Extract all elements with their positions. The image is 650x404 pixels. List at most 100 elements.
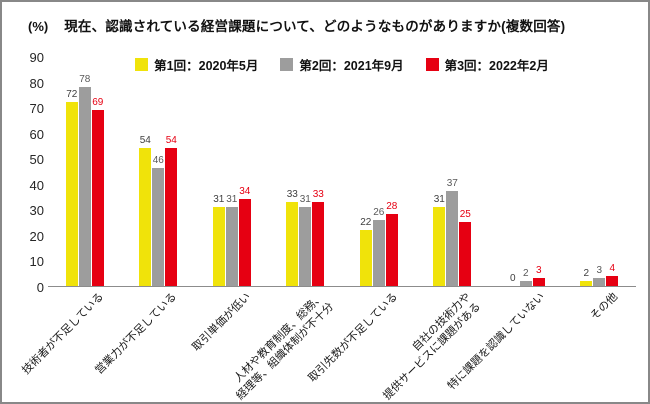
bar [165,148,178,286]
bar-value-label: 33 [286,188,298,200]
bar-cell: 33 [286,57,299,286]
bar [446,191,459,286]
bar-cell: 2 [580,57,593,286]
y-tick-label: 50 [29,152,44,168]
bar-value-label: 78 [79,73,91,85]
bar-cell: 34 [238,57,251,286]
y-tick-label: 20 [29,228,44,244]
bar-value-label: 25 [459,209,471,221]
y-tick-label: 80 [29,75,44,91]
legend: 第1回：2020年5月 第2回：2021年9月 第3回：2022年2月 [48,55,636,74]
bar [152,168,165,286]
bar-value-label: 72 [66,89,78,100]
bar-cell: 31 [433,57,446,286]
bar-cell: 54 [165,57,178,286]
bar [385,214,398,286]
bar-value-label: 54 [165,135,177,146]
bar-value-label: 54 [139,135,151,146]
bar-value-label: 4 [609,262,616,274]
bar-value-label: 37 [446,178,458,190]
bar-group: 54 46 54 [122,57,196,286]
bar-group: 22 26 28 [342,57,416,286]
y-axis: 0 10 20 30 40 50 60 70 80 90 [6,51,44,294]
bar [65,102,78,286]
bar-cell: 0 [506,57,519,286]
y-tick-label: 0 [36,280,44,295]
bar-value-label: 69 [92,96,104,108]
bar [459,222,472,286]
bar [606,275,619,286]
y-tick-label: 40 [29,177,44,193]
bar-cell: 72 [65,57,78,286]
bar-cell: 33 [312,57,325,286]
bar [212,206,225,286]
bar [593,278,606,286]
bar-cell: 31 [212,57,225,286]
y-tick-label: 70 [29,101,44,117]
bar-cell: 26 [372,57,385,286]
bar-value-label: 31 [299,193,311,205]
bar-value-label: 28 [386,201,398,213]
bar-cell: 3 [593,57,606,286]
bar-cell: 22 [359,57,372,286]
bar-cell: 46 [152,57,165,286]
bar-group: 33 31 33 [269,57,343,286]
bar-cell: 4 [606,57,619,286]
bar [238,199,251,286]
bar-group: 31 37 25 [416,57,490,286]
x-axis-labels: 技術者が不足している 営業力が不足している 取引単価が低い 人材や教育制度、総務、 経… [20,290,636,402]
bar-cell: 31 [299,57,312,286]
bar-cell: 54 [139,57,152,286]
bar [519,280,532,286]
legend-item: 第3回：2022年2月 [425,55,549,74]
chart-header: (%) 現在、認識されている経営課題について、どのようなものがありますか(複数回… [28,15,640,35]
bar-value-label: 2 [583,267,590,279]
bar [78,86,91,286]
legend-item: 第2回：2021年9月 [280,55,404,74]
bar [580,280,593,286]
bar-value-label: 26 [373,206,385,218]
bar-value-label: 33 [312,188,324,200]
bar-value-label: 46 [152,155,164,167]
legend-label: 第2回：2021年9月 [299,59,404,73]
bar [286,201,299,286]
plot-area: 72 78 69 54 46 54 31 31 34 33 31 33 22 26 28 31 37 25 0 2 3 2… [48,57,636,287]
bar-cell: 25 [459,57,472,286]
y-tick-label: 10 [29,254,44,270]
legend-label: 第1回：2020年5月 [154,59,259,73]
legend-label: 第3回：2022年2月 [444,59,549,73]
bar [299,206,312,286]
legend-swatch [425,58,439,71]
bar-cell: 2 [519,57,532,286]
bar [312,201,325,286]
y-tick-label: 30 [29,203,44,219]
bar-value-label: 31 [226,193,238,205]
bar [139,148,152,286]
bar-cell: 69 [91,57,104,286]
legend-swatch [280,58,294,71]
bar-value-label: 31 [433,193,445,205]
bar [359,229,372,286]
bar-cell: 37 [446,57,459,286]
bar [433,206,446,286]
bar [372,219,385,286]
bar-value-label: 3 [535,265,542,277]
bar-value-label: 2 [522,267,529,279]
legend-item: 第1回：2020年5月 [135,55,258,74]
bar-cell: 31 [225,57,238,286]
legend-swatch [135,58,149,71]
bar-group: 31 31 34 [195,57,269,286]
bar-value-label: 22 [360,216,372,228]
y-axis-unit-label: (%) [28,19,49,34]
bar [225,206,238,286]
bar-cell: 28 [385,57,398,286]
bar-cell: 78 [78,57,91,286]
bar [532,278,545,286]
chart-title: 現在、認識されている経営課題について、どのようなものがありますか(複数回答) [64,19,566,34]
y-tick-label: 90 [29,50,44,65]
bar-value-label: 34 [239,186,251,198]
bar-value-label: 31 [213,193,225,205]
